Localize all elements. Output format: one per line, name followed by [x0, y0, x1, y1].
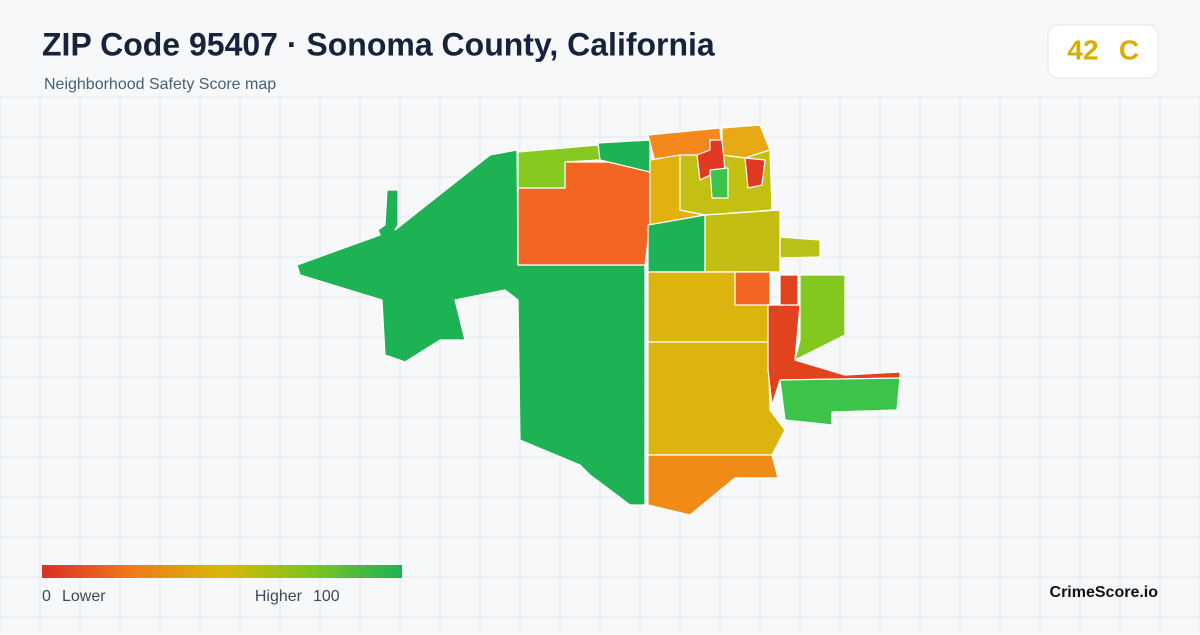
legend-min-label: Lower [62, 588, 106, 605]
region [794, 274, 846, 361]
region [734, 271, 771, 306]
brand: CrimeScore.io [1050, 584, 1159, 601]
legend-min: 0 [42, 588, 51, 605]
region [779, 236, 821, 259]
region [779, 274, 799, 306]
region [744, 157, 766, 189]
subtitle: Neighborhood Safety Score map [44, 76, 276, 93]
region [709, 167, 729, 199]
region [647, 341, 786, 456]
score-grade: C [1119, 34, 1139, 65]
score-value: 42 [1067, 34, 1098, 65]
region [704, 209, 781, 273]
score-badge [1047, 24, 1159, 79]
region [779, 377, 901, 426]
title: ZIP Code 95407 · Sonoma County, Californ… [42, 26, 715, 62]
legend-max: 100 [313, 588, 340, 605]
region [647, 454, 779, 516]
map [296, 124, 901, 516]
region [647, 214, 706, 273]
legend-max-label: Higher [255, 588, 303, 605]
map-grid [0, 96, 1200, 630]
legend-scale [42, 565, 402, 578]
region [767, 304, 901, 406]
region [296, 149, 646, 506]
